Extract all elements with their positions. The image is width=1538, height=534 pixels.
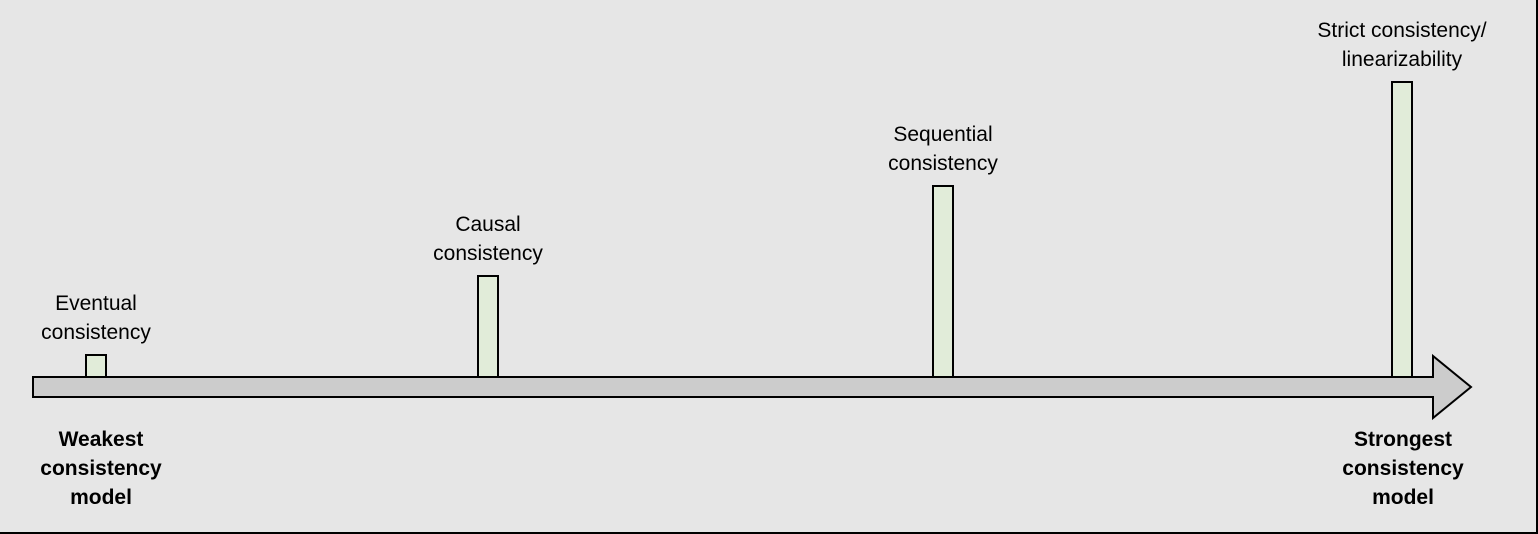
bar-eventual [85, 354, 107, 378]
strength-axis-arrow [32, 353, 1473, 421]
strongest-label-line-1: Strongest [1353, 428, 1453, 451]
label-sequential: Sequential consistency [888, 120, 998, 178]
label-strict-line-2: linearizability [1341, 48, 1463, 71]
bar-strict [1391, 81, 1413, 378]
strongest-label: Strongest consistency model [1342, 425, 1463, 512]
label-eventual-line-1: Eventual [55, 292, 137, 315]
label-strict-line-1: Strict consistency/ [1317, 19, 1487, 42]
strongest-label-line-2: consistency [1342, 457, 1464, 480]
bar-causal [477, 275, 499, 378]
model-bars [85, 81, 1413, 378]
label-sequential-line-1: Sequential [893, 123, 993, 146]
weakest-label: Weakest consistency model [40, 425, 161, 512]
label-causal-line-1: Causal [455, 213, 521, 236]
bar-sequential [932, 185, 954, 378]
label-causal-line-2: consistency [433, 242, 543, 265]
label-eventual: Eventual consistency [41, 289, 151, 347]
label-sequential-line-2: consistency [888, 152, 998, 175]
weakest-label-line-1: Weakest [58, 428, 144, 451]
label-causal: Causal consistency [433, 210, 543, 268]
weakest-label-line-2: consistency [40, 457, 162, 480]
weakest-label-line-3: model [70, 486, 132, 509]
strongest-label-line-3: model [1372, 486, 1434, 509]
label-strict: Strict consistency/linearizability [1317, 16, 1486, 74]
label-eventual-line-2: consistency [41, 321, 151, 344]
